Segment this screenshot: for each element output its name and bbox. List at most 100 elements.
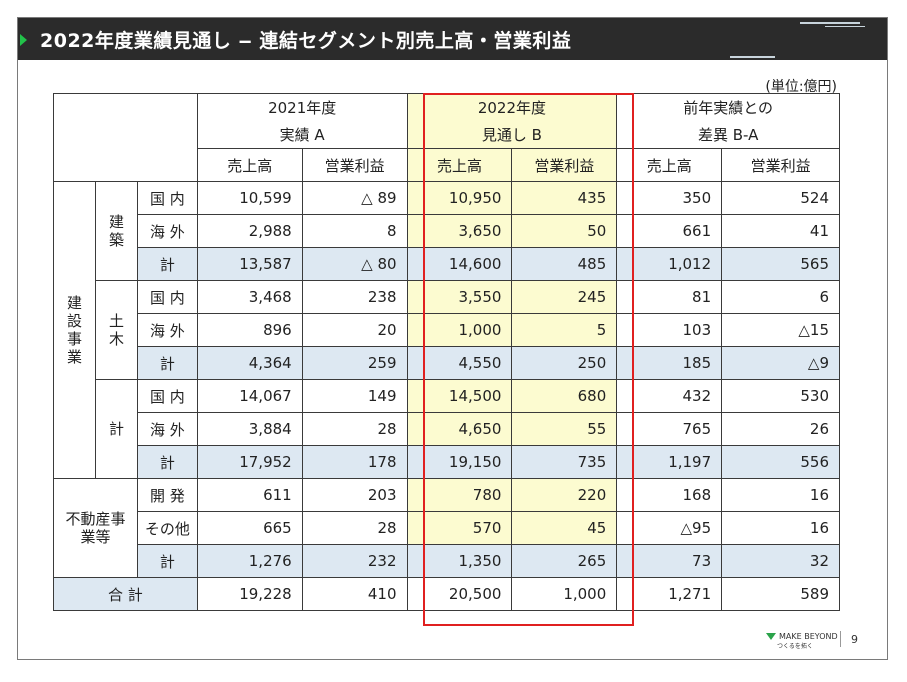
group-real-estate: 不動産事業等 <box>53 478 138 578</box>
cell-b-sales: 3,650 <box>406 214 513 248</box>
decor-line <box>730 56 775 58</box>
group-construction: 建設事業 <box>53 181 96 479</box>
cell-d-profit: 556 <box>721 445 840 479</box>
slide-title: 2022年度業績見通し ‒ 連結セグメント別売上高・営業利益 <box>40 30 572 52</box>
group-building-label: 建築 <box>108 213 124 249</box>
cell-b-sales: 10,950 <box>406 181 513 215</box>
row-label-grand-total: 合 計 <box>53 577 198 611</box>
page-number: 9 <box>851 633 858 646</box>
segment-table: 2021年度 2022年度 前年実績との 実績 A 見通し B 差異 B-A 売… <box>53 93 840 611</box>
row-label: 海 外 <box>136 313 198 347</box>
cell-d-sales: 1,197 <box>616 445 723 479</box>
col-header-sales: 売上高 <box>196 148 303 182</box>
cell-b-profit: 5 <box>511 313 618 347</box>
row-label: 海 外 <box>136 412 198 446</box>
cell-d-profit: 565 <box>721 247 840 281</box>
cell-a-profit: 178 <box>301 445 408 479</box>
cell-b-profit: 220 <box>511 478 618 512</box>
cell-a-sales: 17,952 <box>196 445 303 479</box>
col-header-profit: 営業利益 <box>511 148 618 182</box>
title-bar <box>18 18 887 60</box>
row-label: 国 内 <box>136 280 198 314</box>
row-label-subtotal: 計 <box>136 544 198 578</box>
cell-b-profit: 435 <box>511 181 618 215</box>
header-2021-sub: 実績 A <box>196 121 408 149</box>
cell-a-profit: 149 <box>301 379 408 413</box>
decor-line <box>825 26 865 27</box>
cell-d-sales: 73 <box>616 544 723 578</box>
cell-d-sales: 81 <box>616 280 723 314</box>
cell-b-sales: 570 <box>406 511 513 545</box>
row-label-subtotal: 計 <box>136 247 198 281</box>
cell-a-profit: 8 <box>301 214 408 248</box>
cell-a-sales: 10,599 <box>196 181 303 215</box>
cell-b-profit: 245 <box>511 280 618 314</box>
group-real-estate-label: 不動産事業等 <box>65 510 126 546</box>
cell-d-profit: 530 <box>721 379 840 413</box>
cell-d-sales: 432 <box>616 379 723 413</box>
group-building: 建築 <box>94 181 138 281</box>
footer-divider <box>840 631 841 647</box>
cell-b-sales: 20,500 <box>406 577 513 611</box>
cell-b-profit: 265 <box>511 544 618 578</box>
row-label: 国 内 <box>136 379 198 413</box>
row-label: 海 外 <box>136 214 198 248</box>
cell-d-sales: 168 <box>616 478 723 512</box>
cell-d-profit: 524 <box>721 181 840 215</box>
cell-b-sales: 14,500 <box>406 379 513 413</box>
cell-b-profit: 1,000 <box>511 577 618 611</box>
cell-a-profit: △ 89 <box>301 181 408 215</box>
cell-b-profit: 250 <box>511 346 618 380</box>
cell-b-sales: 1,350 <box>406 544 513 578</box>
header-2022: 2022年度 <box>406 93 618 122</box>
cell-a-profit: 259 <box>301 346 408 380</box>
cell-d-profit: 32 <box>721 544 840 578</box>
cell-a-profit: 28 <box>301 511 408 545</box>
cell-a-profit: 410 <box>301 577 408 611</box>
logo-subtext: つくるを拓く <box>777 643 813 650</box>
cell-d-sales: 350 <box>616 181 723 215</box>
cell-b-sales: 14,600 <box>406 247 513 281</box>
cell-a-sales: 611 <box>196 478 303 512</box>
header-diff-sub: 差異 B-A <box>616 121 840 149</box>
header-2022-year: 2022年度 <box>477 99 546 118</box>
row-label: 国 内 <box>136 181 198 215</box>
cell-b-profit: 680 <box>511 379 618 413</box>
header-corner <box>53 93 198 182</box>
cell-a-profit: 28 <box>301 412 408 446</box>
group-construction-label: 建設事業 <box>66 294 82 366</box>
cell-a-profit: 203 <box>301 478 408 512</box>
cell-d-sales: 661 <box>616 214 723 248</box>
cell-b-sales: 1,000 <box>406 313 513 347</box>
cell-a-sales: 665 <box>196 511 303 545</box>
cell-a-sales: 4,364 <box>196 346 303 380</box>
cell-b-sales: 4,550 <box>406 346 513 380</box>
header-diff-title: 前年実績との <box>683 99 774 118</box>
cell-a-sales: 3,468 <box>196 280 303 314</box>
cell-b-profit: 50 <box>511 214 618 248</box>
cell-d-profit: 16 <box>721 511 840 545</box>
col-header-profit: 営業利益 <box>721 148 840 182</box>
group-construction-total: 計 <box>94 379 138 479</box>
cell-b-profit: 55 <box>511 412 618 446</box>
group-civil-label: 土木 <box>108 312 124 348</box>
group-construction-total-label: 計 <box>108 420 124 438</box>
slide-frame <box>17 17 888 660</box>
company-logo: MAKE BEYOND つくるを拓く <box>766 632 838 650</box>
cell-b-profit: 45 <box>511 511 618 545</box>
header-2021-year: 2021年度 <box>268 99 337 118</box>
cell-b-sales: 4,650 <box>406 412 513 446</box>
cell-d-sales: △95 <box>616 511 723 545</box>
cell-d-sales: 1,271 <box>616 577 723 611</box>
row-label-subtotal: 計 <box>136 346 198 380</box>
header-2021: 2021年度 <box>196 93 408 122</box>
cell-b-sales: 3,550 <box>406 280 513 314</box>
cell-a-profit: 238 <box>301 280 408 314</box>
col-header-profit: 営業利益 <box>301 148 408 182</box>
cell-d-sales: 103 <box>616 313 723 347</box>
col-header-sales: 売上高 <box>406 148 513 182</box>
cell-d-sales: 765 <box>616 412 723 446</box>
cell-b-sales: 19,150 <box>406 445 513 479</box>
row-label-subtotal: 計 <box>136 445 198 479</box>
cell-a-sales: 896 <box>196 313 303 347</box>
